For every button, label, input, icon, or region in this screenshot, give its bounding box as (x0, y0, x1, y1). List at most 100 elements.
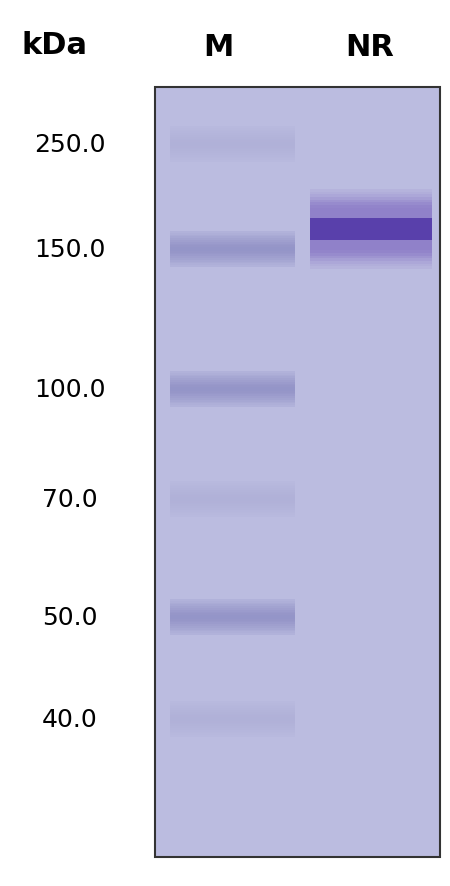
Bar (170, 612, 295, 614)
Bar (170, 257, 295, 259)
Bar (170, 514, 295, 516)
Bar (170, 503, 295, 505)
Bar (170, 616, 295, 618)
Bar (155, 88, 440, 857)
Text: 50.0: 50.0 (42, 605, 98, 629)
Bar (170, 723, 295, 725)
Bar (170, 390, 295, 392)
Bar (170, 719, 295, 721)
Bar (310, 232, 432, 235)
Bar (170, 721, 295, 723)
Bar (170, 728, 295, 730)
Bar (310, 240, 432, 243)
Text: kDa: kDa (22, 30, 88, 59)
Bar (170, 383, 295, 385)
Bar (170, 614, 295, 616)
Bar (170, 500, 295, 501)
Bar (310, 200, 432, 203)
Bar (170, 707, 295, 709)
Bar (170, 377, 295, 379)
Bar (170, 625, 295, 626)
Bar (170, 498, 295, 500)
Bar (310, 267, 432, 269)
Bar (170, 137, 295, 139)
Bar (310, 214, 432, 216)
Bar (170, 618, 295, 619)
Bar (170, 496, 295, 498)
Bar (170, 711, 295, 712)
Bar (170, 481, 295, 483)
Bar (170, 159, 295, 161)
Bar (170, 385, 295, 386)
Bar (170, 144, 295, 147)
Bar (170, 143, 295, 144)
Bar (170, 605, 295, 607)
Bar (170, 399, 295, 400)
Bar (310, 248, 432, 251)
Bar (170, 501, 295, 503)
Bar (170, 483, 295, 485)
Bar (310, 264, 432, 267)
Bar (170, 509, 295, 510)
Text: 150.0: 150.0 (34, 237, 106, 261)
Bar (170, 259, 295, 260)
Bar (310, 206, 432, 208)
Bar (170, 156, 295, 158)
Bar (170, 158, 295, 159)
Bar (310, 216, 432, 219)
Bar (170, 381, 295, 383)
Bar (310, 208, 432, 211)
Bar (170, 704, 295, 707)
Bar (310, 243, 432, 245)
Bar (170, 516, 295, 517)
Bar (170, 154, 295, 156)
Bar (170, 735, 295, 737)
Bar (170, 494, 295, 496)
Bar (310, 237, 432, 240)
Bar (170, 714, 295, 716)
Bar (170, 392, 295, 393)
Bar (170, 373, 295, 375)
Bar (170, 255, 295, 257)
Bar (170, 151, 295, 152)
Bar (170, 393, 295, 395)
Bar (170, 264, 295, 266)
Bar (170, 619, 295, 621)
Bar (170, 130, 295, 132)
Bar (170, 703, 295, 704)
Bar (310, 251, 432, 253)
Bar (170, 493, 295, 494)
Bar (170, 621, 295, 623)
Bar (170, 632, 295, 633)
Text: NR: NR (346, 34, 395, 62)
Bar (170, 260, 295, 262)
Bar (170, 136, 295, 137)
Bar (310, 222, 432, 224)
Bar (170, 250, 295, 252)
Bar (310, 219, 432, 222)
Bar (310, 256, 432, 259)
Bar (310, 261, 432, 264)
Bar (170, 395, 295, 397)
Bar (310, 203, 432, 206)
Bar (170, 491, 295, 493)
Bar (170, 601, 295, 602)
Bar (170, 701, 295, 703)
Bar (170, 161, 295, 163)
Bar (170, 602, 295, 605)
Bar (170, 147, 295, 149)
Bar (310, 195, 432, 198)
Bar (310, 253, 432, 256)
Bar (170, 630, 295, 632)
Bar (170, 266, 295, 268)
Bar (170, 248, 295, 250)
Bar (170, 712, 295, 714)
Bar (170, 732, 295, 734)
Bar (170, 718, 295, 719)
Bar (170, 609, 295, 610)
Bar (170, 400, 295, 402)
Bar (170, 243, 295, 245)
Bar (170, 134, 295, 136)
Bar (170, 252, 295, 253)
Bar (170, 725, 295, 727)
